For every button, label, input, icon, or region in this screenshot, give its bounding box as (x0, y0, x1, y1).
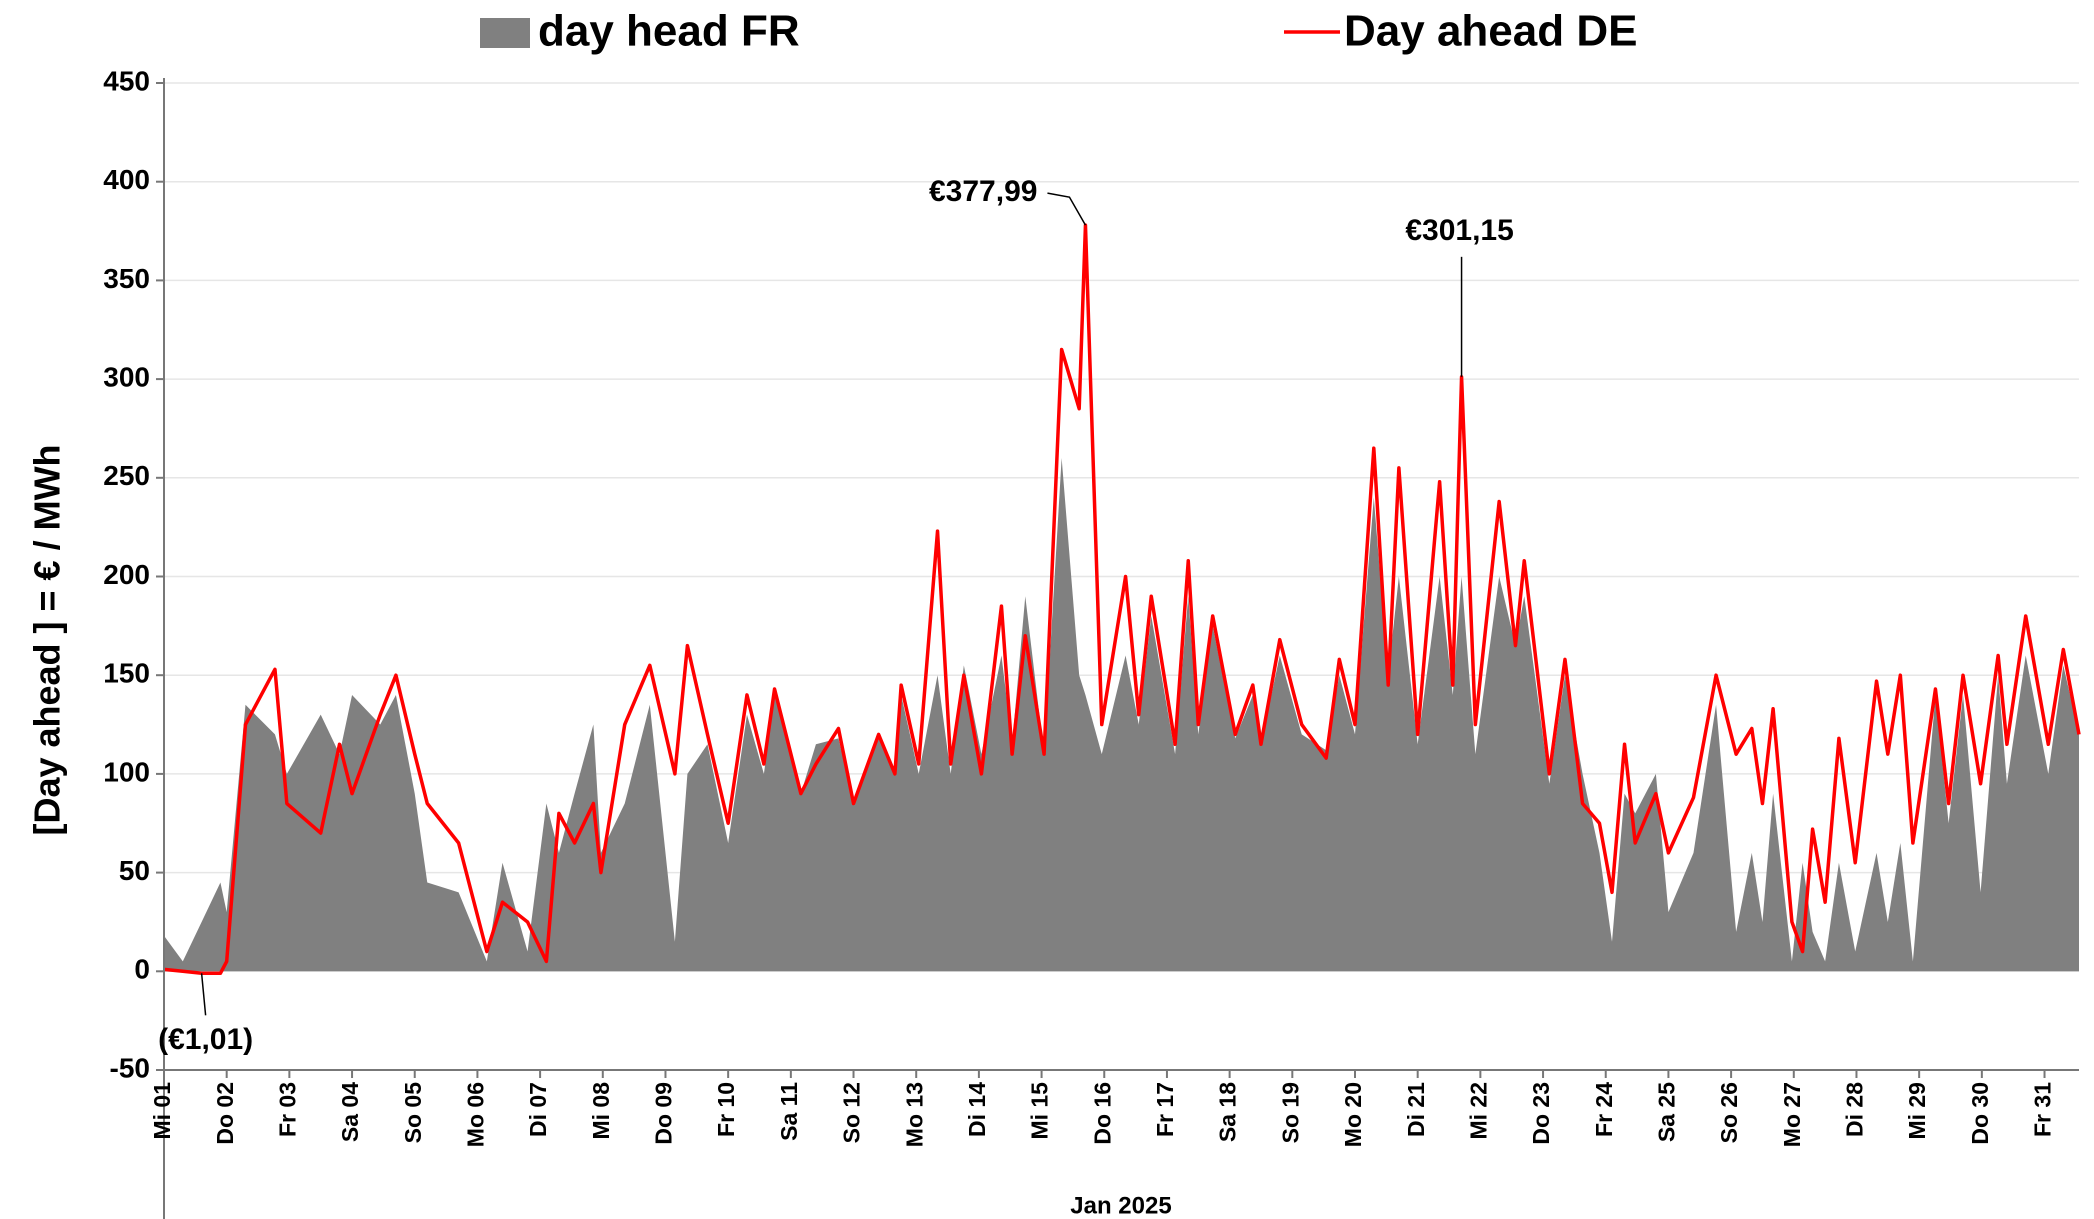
x-axis-title: Jan 2025 (1070, 1192, 1171, 1219)
x-tick-label: Di 14 (964, 1082, 990, 1137)
data-label: (€1,01) (158, 1023, 253, 1056)
data-label: €377,99 (929, 175, 1037, 208)
y-tick-label: 400 (103, 164, 150, 195)
x-tick-label: Fr 10 (713, 1082, 739, 1137)
y-tick-label: 200 (103, 559, 150, 590)
y-tick-label: 350 (103, 263, 150, 294)
label-leader (1047, 192, 1087, 226)
x-tick-label: Mo 27 (1779, 1082, 1805, 1147)
label-leader (200, 973, 207, 1016)
x-tick-label: Di 28 (1842, 1082, 1868, 1137)
x-tick-label: Do 23 (1528, 1082, 1554, 1145)
x-tick-label: Do 30 (1967, 1082, 1993, 1145)
y-tick-label: 0 (134, 954, 150, 985)
y-tick-label: 300 (103, 361, 150, 392)
x-tick-label: Mi 22 (1465, 1082, 1491, 1140)
y-axis-title: [Day ahead ] = € / MWh (27, 444, 68, 835)
x-tick-label: So 05 (400, 1082, 426, 1144)
x-tick-label: Sa 18 (1215, 1082, 1241, 1142)
y-tick-label: 250 (103, 460, 150, 491)
x-tick-label: Do 02 (212, 1082, 238, 1145)
legend-swatch (480, 18, 530, 48)
x-tick-label: Do 09 (651, 1082, 677, 1145)
x-tick-label: Di 21 (1403, 1082, 1429, 1137)
x-tick-label: Fr 17 (1152, 1082, 1178, 1137)
x-tick-label: Di 07 (525, 1082, 551, 1137)
x-tick-label: So 26 (1716, 1082, 1742, 1143)
x-tick-label: So 19 (1277, 1082, 1303, 1143)
x-tick-label: So 12 (839, 1082, 865, 1143)
y-tick-label: 100 (103, 756, 150, 787)
x-tick-label: Mi 15 (1027, 1082, 1053, 1140)
line (163, 223, 2081, 976)
area (164, 458, 2079, 972)
y-tick-label: 50 (119, 855, 150, 886)
y-tick-label: 150 (103, 658, 150, 689)
x-tick-label: Sa 11 (776, 1082, 802, 1141)
data-label: €301,15 (1405, 214, 1513, 247)
x-tick-label: Mo 06 (462, 1082, 488, 1147)
y-tick-label: -50 (110, 1052, 150, 1083)
legend-label: Day ahead DE (1344, 7, 1637, 56)
legend-label: day head FR (538, 7, 800, 56)
x-tick-label: Mi 08 (588, 1082, 614, 1140)
x-tick-label: Fr 31 (2030, 1082, 2056, 1137)
x-tick-label: Mi 01 (149, 1082, 175, 1140)
x-tick-label: Mi 29 (1904, 1082, 1930, 1140)
x-tick-label: Fr 03 (274, 1082, 300, 1137)
y-tick-label: 450 (103, 65, 150, 96)
x-tick-label: Sa 04 (337, 1082, 363, 1142)
x-tick-label: Mo 13 (901, 1082, 927, 1147)
x-tick-label: Do 16 (1089, 1082, 1115, 1145)
x-tick-label: Fr 24 (1591, 1082, 1617, 1137)
x-tick-label: Mo 20 (1340, 1082, 1366, 1147)
x-tick-label: Sa 25 (1653, 1082, 1679, 1142)
